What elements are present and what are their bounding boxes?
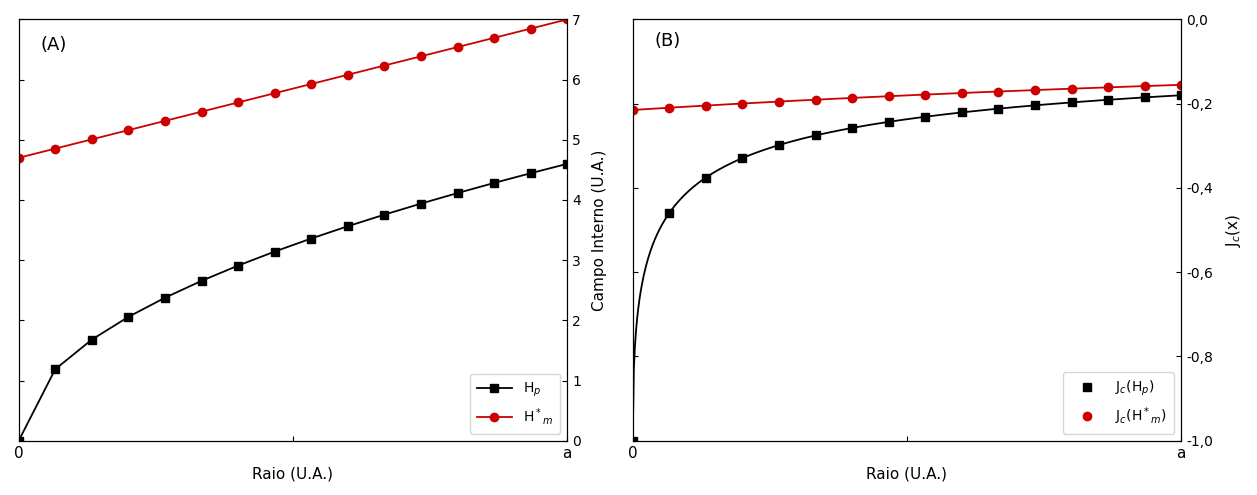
Legend: H$_p$, H$^*$$_m$: H$_p$, H$^*$$_m$ bbox=[470, 374, 561, 434]
J$_c$(H$_p$) bbox=[991, 106, 1006, 112]
H$_p$ bbox=[157, 295, 172, 300]
J$_c$(H$^*$$_m$) bbox=[699, 102, 714, 108]
J$_c$(H$^*$$_m$) bbox=[661, 105, 676, 111]
J$_c$(H$_p$) bbox=[1138, 95, 1153, 100]
H$_p$ bbox=[84, 337, 99, 343]
H$_p$ bbox=[48, 366, 63, 372]
J$_c$(H$_p$) bbox=[954, 109, 969, 115]
H$_p$ bbox=[194, 278, 209, 284]
Legend: J$_c$(H$_p$), J$_c$(H$^*$$_m$): J$_c$(H$_p$), J$_c$(H$^*$$_m$) bbox=[1062, 372, 1174, 434]
Line: J$_c$(H$^*$$_m$): J$_c$(H$^*$$_m$) bbox=[628, 81, 1185, 114]
J$_c$(H$^*$$_m$) bbox=[1027, 87, 1042, 93]
H$^*$$_m$ bbox=[377, 62, 392, 68]
H$_p$ bbox=[230, 263, 245, 269]
X-axis label: Raio (U.A.): Raio (U.A.) bbox=[866, 466, 948, 481]
H$^*$$_m$ bbox=[48, 146, 63, 151]
J$_c$(H$_p$) bbox=[661, 210, 676, 216]
J$_c$(H$^*$$_m$) bbox=[625, 107, 640, 113]
J$_c$(H$^*$$_m$) bbox=[1138, 83, 1153, 89]
J$_c$(H$^*$$_m$) bbox=[991, 89, 1006, 95]
H$_p$ bbox=[304, 236, 319, 242]
J$_c$(H$^*$$_m$) bbox=[1174, 82, 1189, 88]
J$_c$(H$_p$) bbox=[1027, 102, 1042, 108]
H$_p$ bbox=[121, 314, 136, 320]
H$^*$$_m$ bbox=[341, 72, 356, 78]
Line: J$_c$(H$_p$): J$_c$(H$_p$) bbox=[628, 91, 1185, 445]
H$^*$$_m$ bbox=[121, 127, 136, 133]
Line: H$^*$$_m$: H$^*$$_m$ bbox=[15, 15, 572, 162]
Y-axis label: Campo Interno (U.A.): Campo Interno (U.A.) bbox=[592, 149, 607, 311]
H$^*$$_m$ bbox=[230, 99, 245, 105]
H$_p$ bbox=[268, 248, 283, 254]
J$_c$(H$_p$) bbox=[1101, 97, 1116, 103]
H$^*$$_m$ bbox=[523, 26, 538, 32]
H$_p$ bbox=[559, 161, 574, 167]
J$_c$(H$_p$) bbox=[735, 155, 750, 161]
J$_c$(H$_p$) bbox=[881, 119, 896, 125]
H$^*$$_m$ bbox=[194, 109, 209, 115]
J$_c$(H$^*$$_m$) bbox=[808, 97, 823, 102]
J$_c$(H$^*$$_m$) bbox=[1063, 86, 1079, 92]
Text: (A): (A) bbox=[40, 36, 67, 54]
X-axis label: Raio (U.A.): Raio (U.A.) bbox=[253, 466, 333, 481]
J$_c$(H$_p$) bbox=[772, 142, 787, 148]
J$_c$(H$^*$$_m$) bbox=[735, 100, 750, 106]
H$_p$ bbox=[486, 180, 502, 186]
Line: H$_p$: H$_p$ bbox=[15, 160, 572, 445]
J$_c$(H$^*$$_m$) bbox=[954, 90, 969, 96]
J$_c$(H$_p$) bbox=[699, 175, 714, 181]
H$_p$ bbox=[414, 200, 429, 206]
H$^*$$_m$ bbox=[11, 155, 26, 161]
J$_c$(H$_p$) bbox=[845, 125, 860, 131]
H$_p$ bbox=[11, 438, 26, 444]
J$_c$(H$^*$$_m$) bbox=[845, 95, 860, 101]
H$^*$$_m$ bbox=[450, 44, 465, 50]
H$^*$$_m$ bbox=[486, 35, 502, 41]
Text: (B): (B) bbox=[655, 32, 681, 50]
J$_c$(H$^*$$_m$) bbox=[918, 92, 933, 98]
H$^*$$_m$ bbox=[268, 90, 283, 96]
H$_p$ bbox=[341, 223, 356, 229]
H$^*$$_m$ bbox=[304, 81, 319, 87]
J$_c$(H$_p$) bbox=[1063, 99, 1079, 105]
H$_p$ bbox=[450, 190, 465, 196]
H$^*$$_m$ bbox=[414, 53, 429, 59]
J$_c$(H$^*$$_m$) bbox=[772, 99, 787, 104]
J$_c$(H$^*$$_m$) bbox=[1101, 84, 1116, 90]
H$^*$$_m$ bbox=[84, 137, 99, 143]
J$_c$(H$_p$) bbox=[808, 133, 823, 139]
H$_p$ bbox=[377, 212, 392, 218]
J$_c$(H$_p$) bbox=[1174, 92, 1189, 98]
Y-axis label: J$_c$(x): J$_c$(x) bbox=[1224, 213, 1243, 247]
H$^*$$_m$ bbox=[157, 118, 172, 124]
J$_c$(H$_p$) bbox=[918, 114, 933, 120]
J$_c$(H$^*$$_m$) bbox=[881, 93, 896, 99]
H$^*$$_m$ bbox=[559, 16, 574, 22]
J$_c$(H$_p$) bbox=[625, 438, 640, 444]
H$_p$ bbox=[523, 170, 538, 176]
